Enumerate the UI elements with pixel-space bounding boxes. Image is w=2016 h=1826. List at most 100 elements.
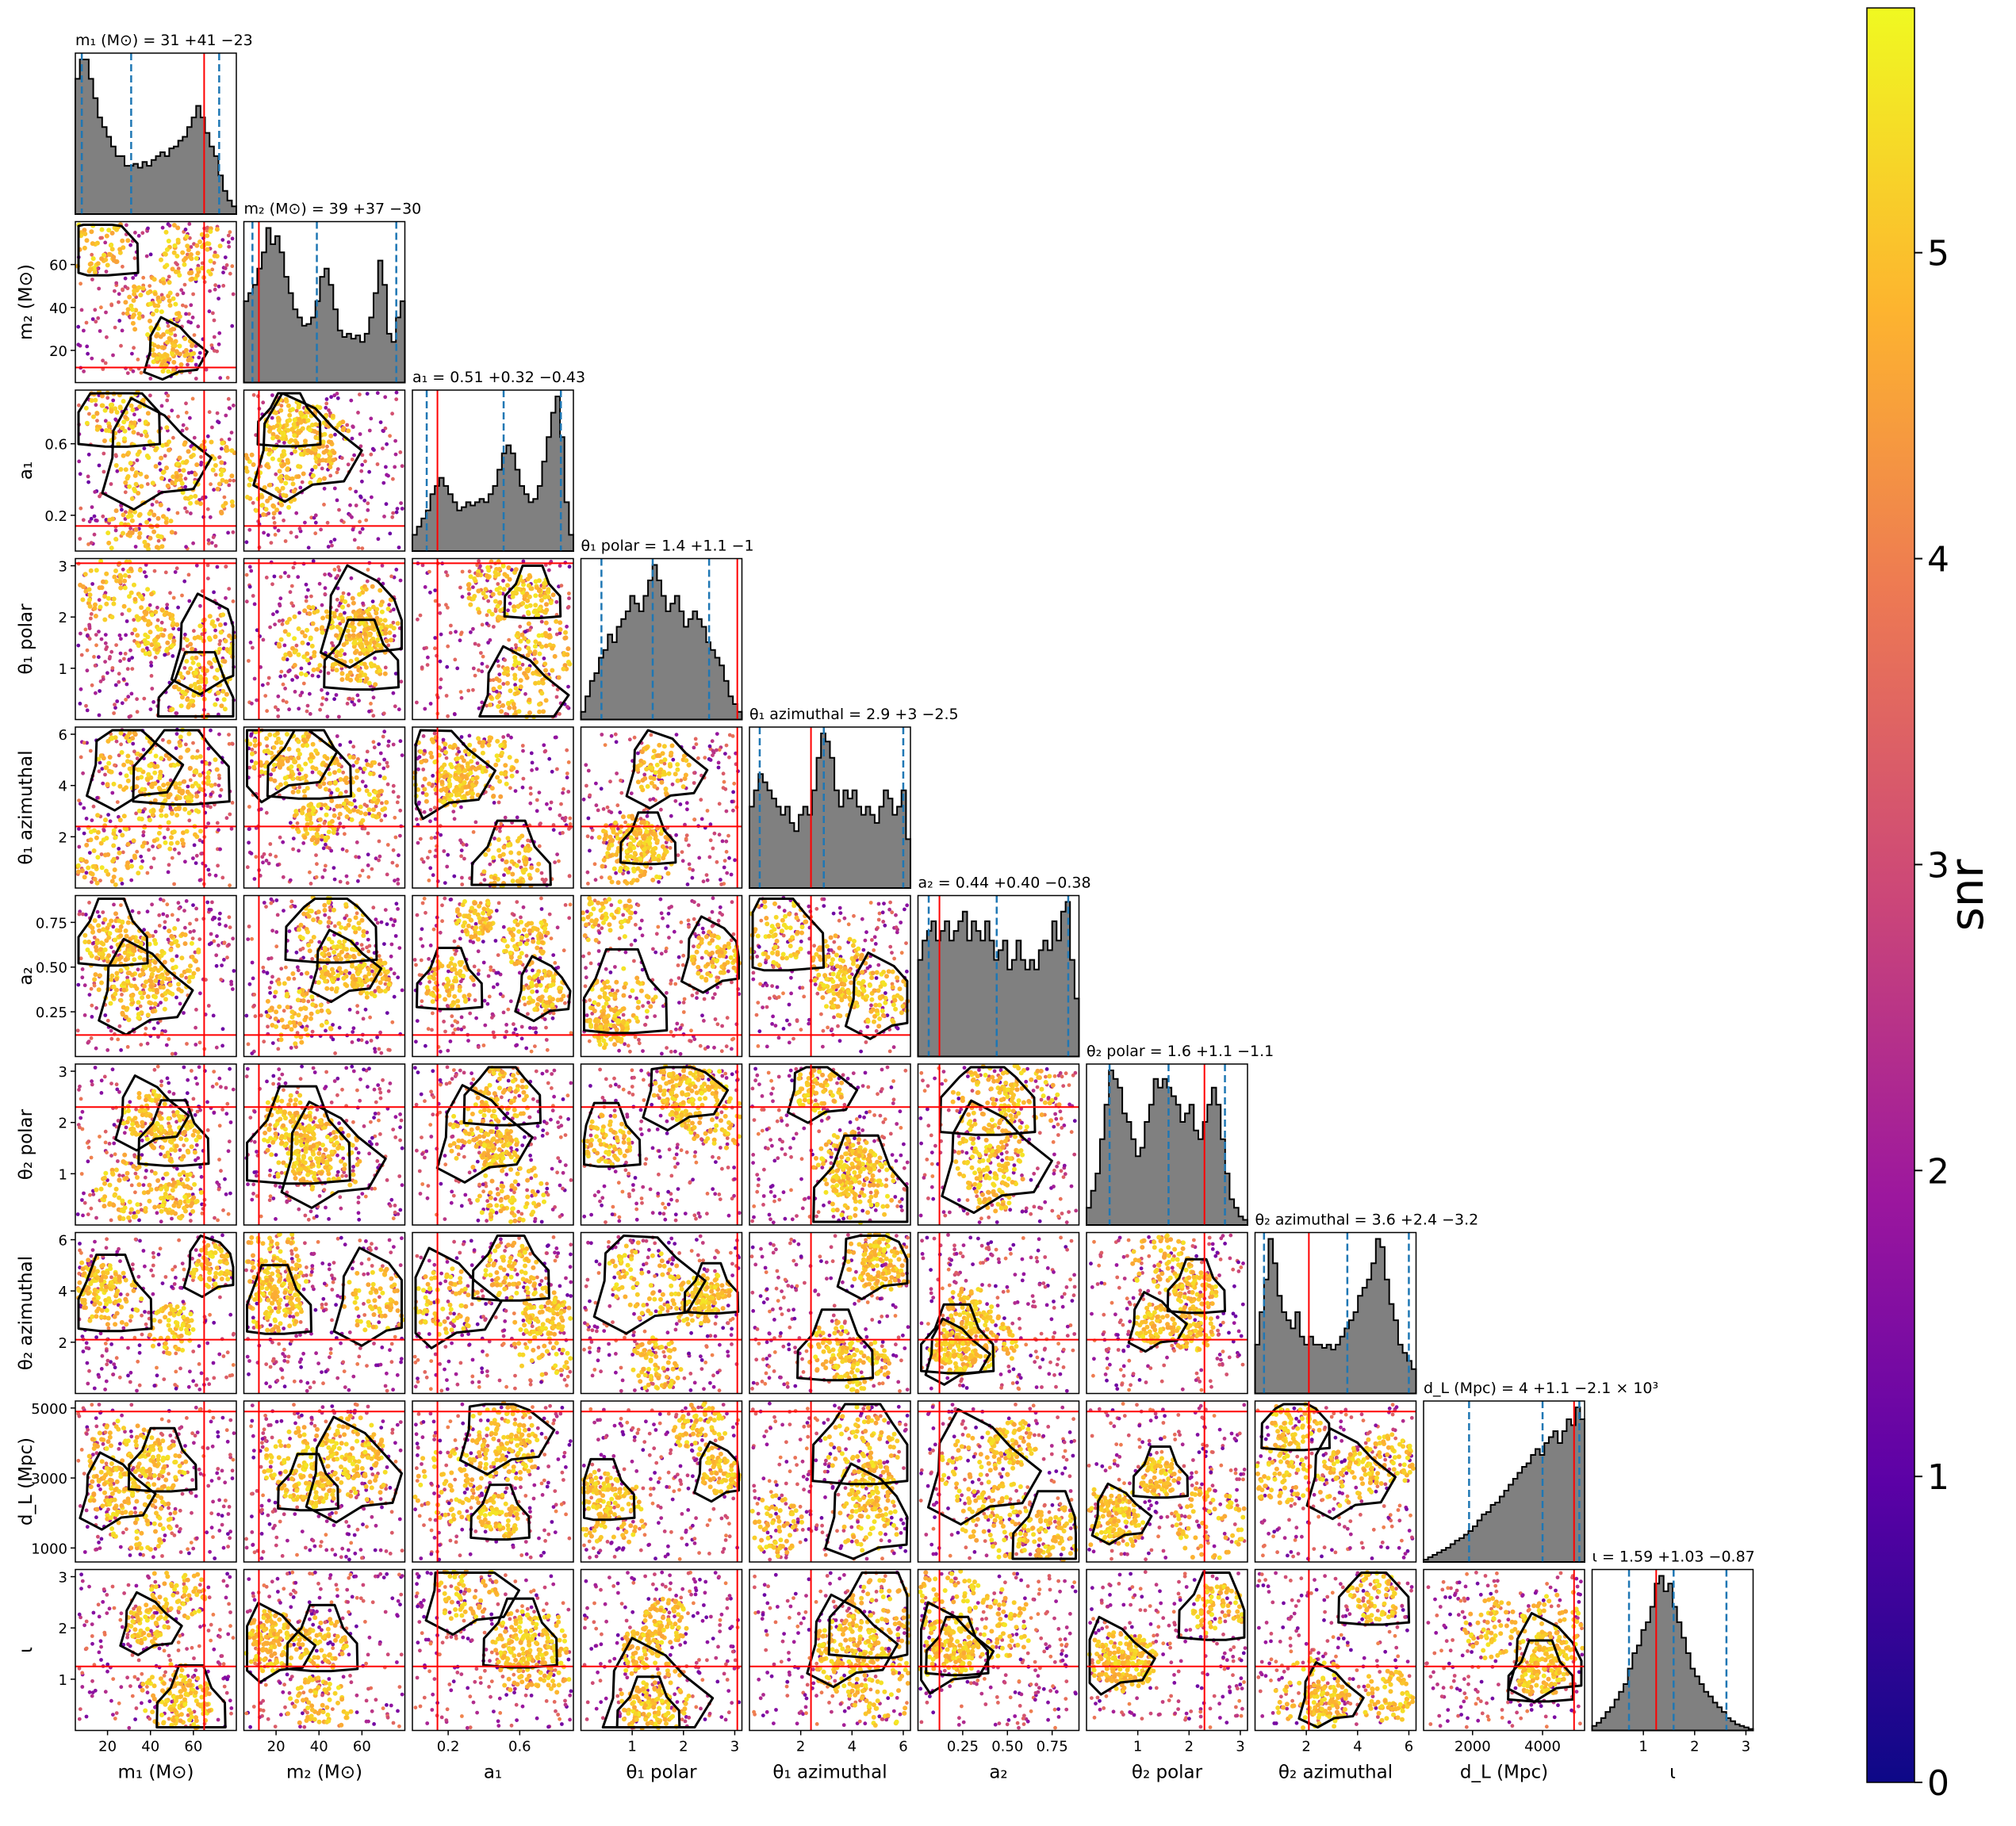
x-tick-label: 2 <box>796 1739 805 1755</box>
y-tick-label: 5000 <box>31 1401 67 1418</box>
panel-a2-vs-m2 <box>243 894 406 1058</box>
y-axis-label-t1a: θ₁ azimuthal <box>16 750 36 864</box>
x-tick-label: 4 <box>1353 1739 1362 1755</box>
contour-line <box>77 898 149 967</box>
panel-t2p-vs-t1a <box>749 1063 911 1226</box>
contour-line <box>252 392 363 503</box>
y-tick-label: 3 <box>59 1570 67 1587</box>
histogram-m2 <box>243 227 406 384</box>
contour-line <box>1337 1571 1411 1626</box>
title-t2a: θ₂ azimuthal = 3.6 +2.4 −3.2 <box>1255 1212 1479 1229</box>
contour-line <box>101 396 213 511</box>
contour-line <box>824 1462 909 1560</box>
panel-t1a-vs-m2 <box>243 726 406 889</box>
contour-line <box>583 1101 642 1168</box>
panel-dl-vs-a1 <box>412 1400 574 1563</box>
contour-line <box>592 1235 707 1335</box>
panel-frame <box>75 1568 237 1732</box>
panel-frame <box>412 1063 574 1226</box>
x-tick-label: 4 <box>848 1739 857 1755</box>
title-t2p: θ₂ polar = 1.6 +1.1 −1.1 <box>1087 1043 1274 1060</box>
contour-line <box>920 1601 995 1695</box>
x-axis-label-a2: a₂ <box>989 1763 1007 1783</box>
panel-frame <box>75 220 237 384</box>
x-tick-label: 2000 <box>1455 1739 1491 1755</box>
panel-iota-vs-t2p: 1 2 3 θ₂ polar <box>1086 1568 1248 1783</box>
scatter-points <box>412 896 573 1054</box>
contour-line <box>1088 1615 1156 1696</box>
x-tick-label: 1 <box>627 1739 636 1755</box>
contour-line <box>470 1483 531 1541</box>
contour-line <box>414 1246 503 1349</box>
y-tick-label: 4 <box>59 1284 67 1300</box>
contour-line <box>246 1264 312 1335</box>
colorbar-label: snr <box>1940 859 1994 931</box>
panel-a2-vs-t1a <box>749 894 911 1058</box>
colorbar-tick-label: 3 <box>1927 845 1949 886</box>
title-iota: ι = 1.59 +1.03 −0.87 <box>1592 1548 1755 1566</box>
y-axis-label-t2p: θ₂ polar <box>16 1108 36 1180</box>
panel-t1p-vs-a1 <box>412 557 574 721</box>
contour-line <box>319 564 403 669</box>
panel-t2p-vs-t2p: θ₂ polar = 1.6 +1.1 −1.1 <box>1086 1043 1274 1226</box>
x-axis-label-t2p: θ₂ polar <box>1132 1763 1203 1783</box>
histogram-t1a <box>749 733 911 889</box>
colorbar-tick-label: 1 <box>1927 1457 1949 1498</box>
contour-line <box>170 592 235 696</box>
colorbar-tick-label: 0 <box>1927 1763 1949 1804</box>
panel-frame <box>75 52 237 215</box>
x-tick-label: 2 <box>1690 1739 1699 1755</box>
contour-line <box>458 1403 556 1476</box>
contour-line <box>309 928 383 1004</box>
y-tick-label: 3 <box>59 559 67 576</box>
contour-line <box>1166 1258 1226 1315</box>
panel-a1-vs-m1: 0.2 0.6 a₁ <box>16 389 237 552</box>
title-a2: a₂ = 0.44 +0.40 −0.38 <box>918 875 1091 892</box>
contour-line <box>811 1403 909 1486</box>
histogram-m1 <box>75 59 237 215</box>
panel-frame <box>749 894 911 1058</box>
histogram-t2p <box>1086 1070 1248 1226</box>
scatter-points <box>582 1234 742 1393</box>
y-axis-label-t1p: θ₁ polar <box>16 603 36 675</box>
panel-frame <box>580 1063 743 1226</box>
x-tick-label: 0.75 <box>1037 1739 1068 1755</box>
panel-frame <box>1423 1400 1585 1563</box>
panel-frame <box>243 726 406 889</box>
panel-frame <box>917 1568 1080 1732</box>
contour-line <box>941 1099 1053 1215</box>
scatter-points <box>1087 1402 1247 1562</box>
contour-line <box>416 947 484 1011</box>
panel-frame <box>75 1231 237 1395</box>
panel-frame <box>1591 1568 1754 1732</box>
panel-grid: m₁ (M⊙) = 31 +41 −23 20 40 60 m₂ (M⊙) m₂ (M⊙)… <box>16 32 1755 1783</box>
panel-frame <box>580 557 743 721</box>
y-tick-label: 2 <box>59 1116 67 1132</box>
panel-t2a-vs-t1a <box>749 1231 911 1395</box>
contour-line <box>246 1602 317 1684</box>
contour-line <box>137 1099 210 1167</box>
panel-t2p-vs-m1: 1 2 3 θ₂ polar <box>16 1063 237 1226</box>
colorbar-tick-label: 4 <box>1927 540 1949 580</box>
colorbar-ticks: 0 1 2 3 4 5 <box>1914 234 1949 1804</box>
contour-line <box>751 898 826 972</box>
panel-a2-vs-t1p <box>580 894 743 1058</box>
x-tick-label: 3 <box>730 1739 739 1755</box>
title-a1: a₁ = 0.51 +0.32 −0.43 <box>412 369 585 386</box>
contour-line <box>284 898 378 964</box>
panel-frame <box>243 1063 406 1226</box>
contour-line <box>514 955 572 1023</box>
scatter-points <box>244 559 404 719</box>
panel-dl-vs-a2 <box>917 1400 1080 1563</box>
panel-t1a-vs-a1 <box>412 726 574 889</box>
scatter-points <box>412 1235 573 1393</box>
panel-frame <box>1254 1231 1417 1395</box>
y-axis-label-dl: d_L (Mpc) <box>16 1437 36 1525</box>
contour-line <box>143 316 209 381</box>
panel-frame <box>75 894 237 1058</box>
scatter-points <box>75 897 236 1056</box>
contour-line <box>156 651 235 718</box>
scatter-points <box>580 1400 742 1561</box>
y-tick-label: 60 <box>49 258 67 274</box>
contour-line <box>79 1451 157 1531</box>
